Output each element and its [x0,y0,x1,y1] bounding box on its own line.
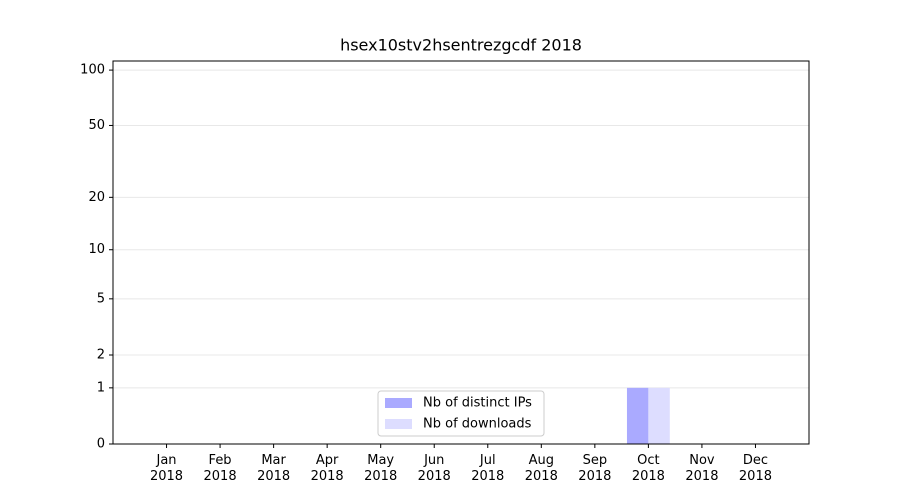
bar [648,387,670,444]
x-tick-label: May 2018 [364,453,398,484]
y-tick-label: 100 [80,63,105,78]
y-tick-label: 50 [88,118,105,133]
x-tick-label: Mar 2018 [257,453,291,484]
y-tick-label: 0 [97,437,105,452]
y-tick-label: 20 [88,190,105,205]
legend-box [377,390,545,437]
plot-frame [112,60,810,445]
x-tick-label: Aug 2018 [524,453,558,484]
x-tick-label: Apr 2018 [310,453,344,484]
x-tick-label: Jan 2018 [149,453,184,484]
x-tick-label: Sep 2018 [578,453,612,484]
x-tick-label: Jun 2018 [417,453,451,484]
legend-swatch [385,398,412,408]
x-tick-label: Feb 2018 [203,453,237,484]
y-tick-label: 10 [88,242,105,257]
y-tick-label: 1 [97,380,105,395]
y-tick-label: 5 [97,291,105,306]
x-tick-label: Jul 2018 [471,453,505,484]
legend-label: Nb of distinct IPs [423,396,532,411]
y-tick-label: 2 [97,347,105,362]
chart-title: hsex10stv2hsentrezgcdf 2018 [340,36,582,55]
x-tick-label: Dec 2018 [738,453,772,484]
legend-swatch [385,419,412,429]
x-tick-label: Nov 2018 [685,453,719,484]
legend-label: Nb of downloads [423,417,532,432]
bar [626,387,649,444]
x-tick-label: Oct 2018 [631,453,665,484]
